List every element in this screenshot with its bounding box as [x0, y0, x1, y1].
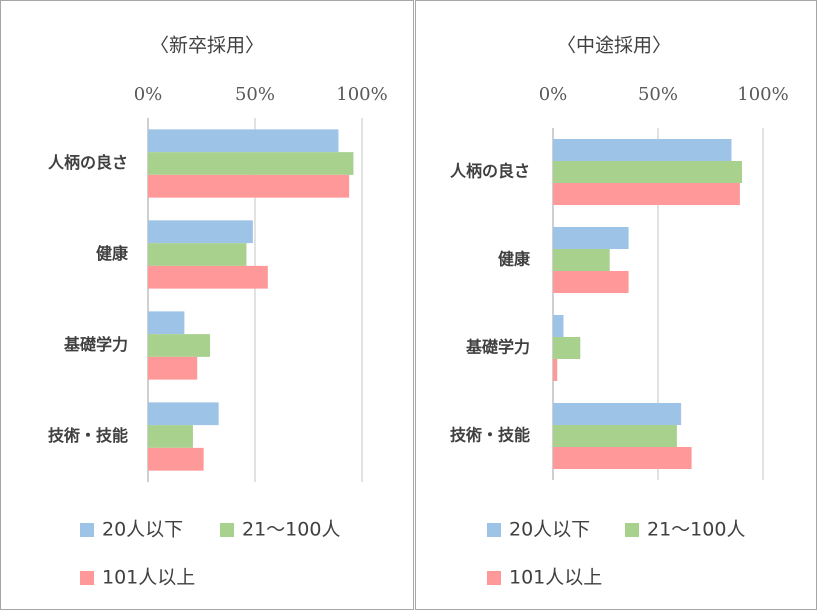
bar: [148, 152, 354, 175]
category-label: 基礎学力: [465, 338, 530, 357]
category-label: 技術・技能: [450, 426, 530, 445]
legend-swatch: [80, 523, 94, 537]
legend-label: 21〜100人: [242, 519, 340, 541]
bar: [148, 243, 247, 266]
legend-label: 101人以上: [509, 567, 602, 589]
category-label: 健康: [498, 250, 531, 269]
bar: [553, 425, 677, 447]
legend-label: 101人以上: [102, 567, 195, 589]
x-tick-label: 100%: [737, 84, 788, 105]
x-tick-label: 0%: [134, 84, 163, 105]
x-tick-label: 100%: [336, 84, 387, 105]
bar: [148, 220, 253, 244]
bar: [148, 402, 219, 426]
bar: [148, 311, 185, 335]
bar: [553, 161, 742, 183]
bar: [148, 174, 350, 198]
bar: [553, 227, 629, 249]
legend-swatch: [220, 523, 234, 537]
legend-label: 20人以下: [509, 519, 590, 541]
legend-swatch: [625, 523, 639, 537]
legend-swatch: [487, 571, 501, 585]
chart-title: 〈新卒採用〉: [150, 35, 264, 57]
x-tick-label: 50%: [235, 84, 275, 105]
chart-title: 〈中途採用〉: [557, 35, 671, 57]
category-label: 人柄の良さ: [450, 162, 530, 181]
bar: [148, 425, 193, 448]
bar: [553, 315, 564, 337]
category-label: 基礎学力: [63, 335, 128, 354]
x-tick-label: 0%: [539, 84, 568, 105]
bar: [553, 359, 558, 381]
bar: [553, 139, 732, 161]
bar: [148, 265, 268, 289]
category-label: 健康: [96, 244, 129, 263]
legend-swatch: [487, 523, 501, 537]
legend-label: 20人以下: [102, 519, 183, 541]
bar: [148, 334, 211, 357]
bar: [148, 356, 198, 380]
bar: [553, 183, 740, 205]
category-label: 人柄の良さ: [48, 153, 128, 172]
panel-frame: [0, 0, 414, 610]
bar: [148, 447, 204, 471]
legend-label: 21〜100人: [647, 519, 745, 541]
bar: [148, 129, 339, 153]
panel-frame: [415, 0, 817, 610]
bar: [553, 447, 692, 469]
legend-swatch: [80, 571, 94, 585]
bar: [553, 337, 581, 359]
x-tick-label: 50%: [638, 84, 678, 105]
bar: [553, 249, 610, 271]
bar: [553, 271, 629, 293]
bar: [553, 403, 682, 425]
category-label: 技術・技能: [48, 426, 128, 445]
